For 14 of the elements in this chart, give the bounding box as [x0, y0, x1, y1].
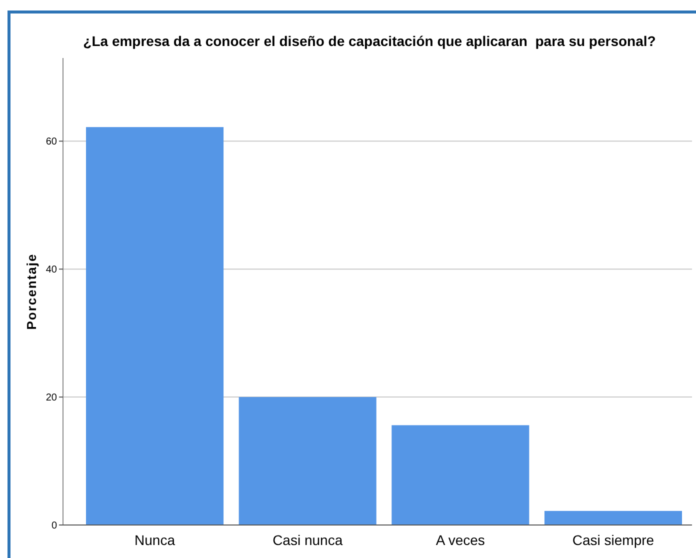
- x-tick-label: Nunca: [134, 532, 176, 548]
- x-tick-label: Casi nunca: [272, 532, 343, 548]
- chart-title: ¿La empresa da a conocer el diseño de capacitación que aplicaran para su personal?: [83, 33, 656, 49]
- y-tick-label: 40: [46, 264, 58, 276]
- x-tick-label: Casi siempre: [572, 532, 654, 548]
- bar: [392, 425, 530, 525]
- y-tick-label: 0: [51, 520, 58, 532]
- bar: [544, 510, 682, 525]
- bar: [86, 127, 224, 525]
- y-tick-label: 20: [46, 392, 58, 404]
- y-axis-title: Porcentaje: [24, 253, 39, 330]
- y-tick-label: 60: [46, 136, 58, 148]
- bar: [238, 397, 376, 525]
- x-tick-label: A veces: [436, 532, 485, 548]
